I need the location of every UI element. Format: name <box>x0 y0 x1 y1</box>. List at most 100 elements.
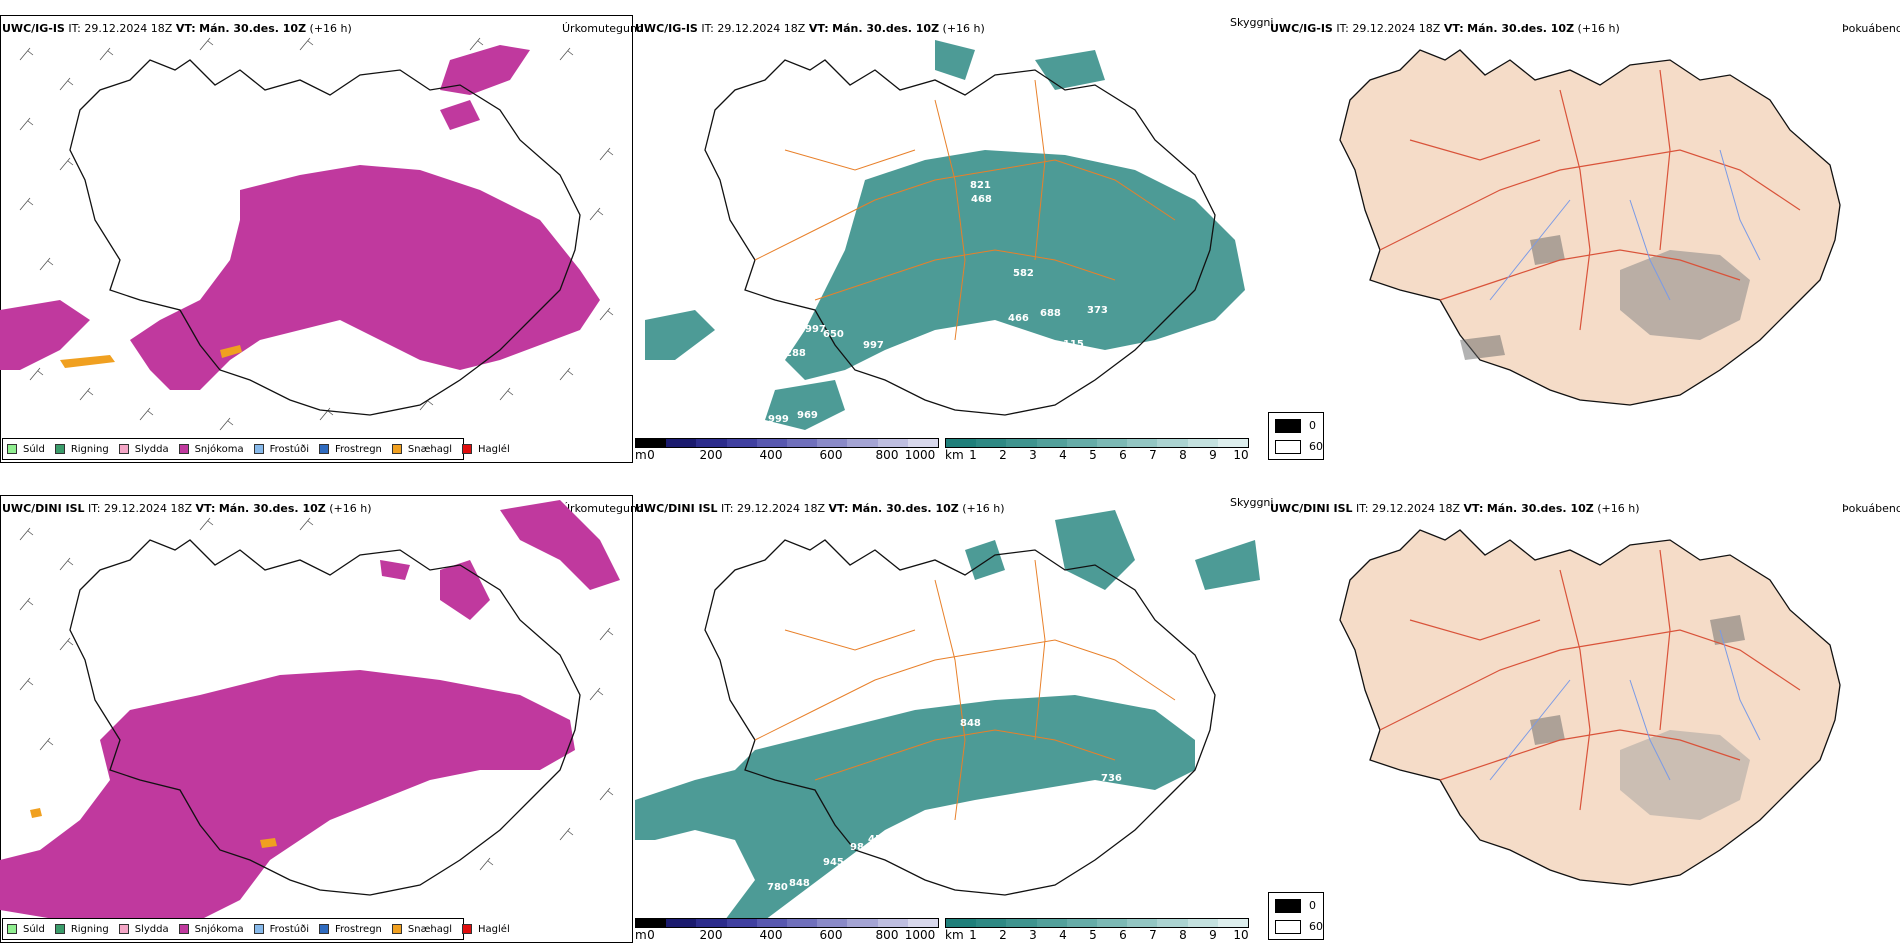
snow-area-main <box>0 165 600 390</box>
row2-colorbar-m: m 0 200 400 600 800 1000 <box>635 918 940 946</box>
ceiling-label: 115 <box>1063 339 1084 350</box>
precip-type-legend: Súld Rigning Slydda Snjókoma Frostúði Fr… <box>2 918 510 940</box>
ceiling-label: 468 <box>971 194 992 205</box>
iceland-outline <box>704 59 1216 416</box>
colorbar-m-unit: m <box>635 448 647 462</box>
legend-item-slydda: Slydda <box>118 444 169 455</box>
row1-colorbar-km: km 1 2 3 4 5 6 7 8 9 10 <box>945 438 1250 466</box>
ceiling-label: 650 <box>823 329 844 340</box>
ceiling-label: 453 <box>868 834 889 845</box>
row2-fog-map <box>1339 529 1841 886</box>
colorbar-m-tick: 0 <box>647 928 655 942</box>
ceiling-numbers: 699 997 650 997 888 288 894 999 969 821 … <box>690 180 1108 425</box>
colorbar-km-tick: 10 <box>1233 928 1249 942</box>
row2-ceiling-header: UWC/DINI ISL IT: 29.12.2024 18Z VT: Mán.… <box>635 502 1005 515</box>
pellet-area <box>60 345 242 368</box>
row2-precip-map <box>0 500 620 920</box>
legend-item-frostudi: Frostúði <box>253 444 309 455</box>
colorbar-km-tick: 9 <box>1209 448 1217 462</box>
colorbar-km-strip <box>945 438 1249 448</box>
row1-colorbar-m: m 0 200 400 600 800 1000 <box>635 438 940 466</box>
colorbar-km-tick: 8 <box>1179 448 1187 462</box>
colorbar-km-tick: 5 <box>1089 448 1097 462</box>
ceiling-label: 582 <box>1013 268 1034 279</box>
iceland-land <box>1339 529 1841 886</box>
road-network <box>754 559 1176 821</box>
wind-barbs <box>19 517 614 871</box>
row1-fog-header: UWC/IG-IS IT: 29.12.2024 18Z VT: Mán. 30… <box>1270 22 1620 35</box>
row2-precip-header: UWC/DINI ISL IT: 29.12.2024 18Z VT: Mán.… <box>2 502 372 515</box>
row1-fog-panel: UWC/IG-IS IT: 29.12.2024 18Z VT: Mán. 30… <box>1270 0 1900 470</box>
roads <box>1379 549 1801 811</box>
precip-type-legend: Súld Rigning Slydda Snjókoma Frostúði Fr… <box>2 438 510 460</box>
fog-title: Þokuábendi <box>1842 502 1900 515</box>
colorbar-km-unit: km <box>945 448 964 462</box>
row1-precip-panel: UWC/IG-IS IT: 29.12.2024 18Z VT: Mán. 30… <box>0 0 644 470</box>
fog-patch <box>1530 615 1745 745</box>
colorbar-m-tick: 200 <box>699 448 723 462</box>
iceland-outline <box>69 59 581 416</box>
colorbar-m-strip <box>635 918 939 928</box>
colorbar-m-strip <box>635 438 939 448</box>
legend-item-sull: Súld <box>7 444 45 455</box>
legend-item-rigning: Rigning <box>54 444 109 455</box>
ceiling-label: 699 <box>805 284 826 295</box>
colorbar-km-tick: 10 <box>1233 448 1249 462</box>
colorbar-m-tick: 800 <box>875 448 899 462</box>
colorbar-km-tick: 1 <box>969 448 977 462</box>
fog-title: Þokuábendi <box>1842 22 1900 35</box>
colorbar-km-tick: 9 <box>1209 928 1217 942</box>
legend-item-frostregn: Frostregn <box>319 444 382 455</box>
roads <box>1379 69 1801 331</box>
colorbar-km-tick: 7 <box>1149 928 1157 942</box>
row1-ceiling-map: 699 997 650 997 888 288 894 999 969 821 … <box>645 40 1245 430</box>
colorbar-m-tick: 200 <box>699 928 723 942</box>
iceland-land <box>1339 49 1841 406</box>
colorbar-m-tick: 400 <box>759 448 783 462</box>
ceiling-label: 717 <box>905 827 926 838</box>
precip-type-title: Úrkomutegund <box>562 502 644 515</box>
legend-item-snaehagl: Snæhagl <box>391 444 452 455</box>
row1-precip-map <box>0 37 614 431</box>
road-network <box>754 79 1176 341</box>
ceiling-label: 248 <box>1085 785 1106 796</box>
colorbar-km-strip <box>945 918 1249 928</box>
colorbar-km-tick: 4 <box>1059 448 1067 462</box>
legend-item-snaehagl: Snæhagl <box>391 924 452 935</box>
row2-fog-key: 0 60 <box>1268 892 1324 940</box>
ceiling-label: 888 <box>761 348 782 359</box>
colorbar-km-tick: 2 <box>999 448 1007 462</box>
colorbar-m-tick: 0 <box>647 448 655 462</box>
ceiling-label: 288 <box>785 348 806 359</box>
ceiling-label: 57 <box>969 673 983 684</box>
row2-fog-header: UWC/DINI ISL IT: 29.12.2024 18Z VT: Mán.… <box>1270 502 1640 515</box>
ceiling-label: 997 <box>805 324 826 335</box>
row1-precip-frame <box>0 15 633 463</box>
ceiling-label: 969 <box>797 410 818 421</box>
ceiling-label: 736 <box>1101 773 1122 784</box>
wind-barbs <box>19 37 614 431</box>
colorbar-km-tick: 3 <box>1029 448 1037 462</box>
colorbar-m-unit: m <box>635 928 647 942</box>
legend-item-rigning: Rigning <box>54 924 109 935</box>
colorbar-km-tick: 5 <box>1089 928 1097 942</box>
colorbar-m-tick: 400 <box>759 928 783 942</box>
ceiling-label: 98 <box>850 842 864 853</box>
ceiling-label: 373 <box>1087 305 1108 316</box>
ceiling-label: 688 <box>1040 308 1061 319</box>
ceiling-label: 553 <box>957 660 978 671</box>
row2-precip-frame <box>0 495 633 943</box>
rivers <box>1489 629 1761 781</box>
precip-type-title: Úrkomutegund <box>562 22 644 35</box>
colorbar-km-tick: 4 <box>1059 928 1067 942</box>
ceiling-label: 53 <box>935 390 949 401</box>
iceland-outline <box>69 539 581 896</box>
colorbar-km-tick: 1 <box>969 928 977 942</box>
ceiling-label: 894 <box>690 350 711 361</box>
row2-colorbar-km: km 1 2 3 4 5 6 7 8 9 10 <box>945 918 1250 946</box>
colorbar-km-tick: 6 <box>1119 448 1127 462</box>
teal-cloud-area <box>635 510 1260 920</box>
ceiling-numbers: 848 736 248 412 717 453 98 945 780 848 5… <box>767 660 1122 893</box>
legend-item-snjokoma: Snjókoma <box>178 924 244 935</box>
row1-ceiling-panel: UWC/IG-IS IT: 29.12.2024 18Z VT: Mán. 30… <box>635 0 1273 470</box>
